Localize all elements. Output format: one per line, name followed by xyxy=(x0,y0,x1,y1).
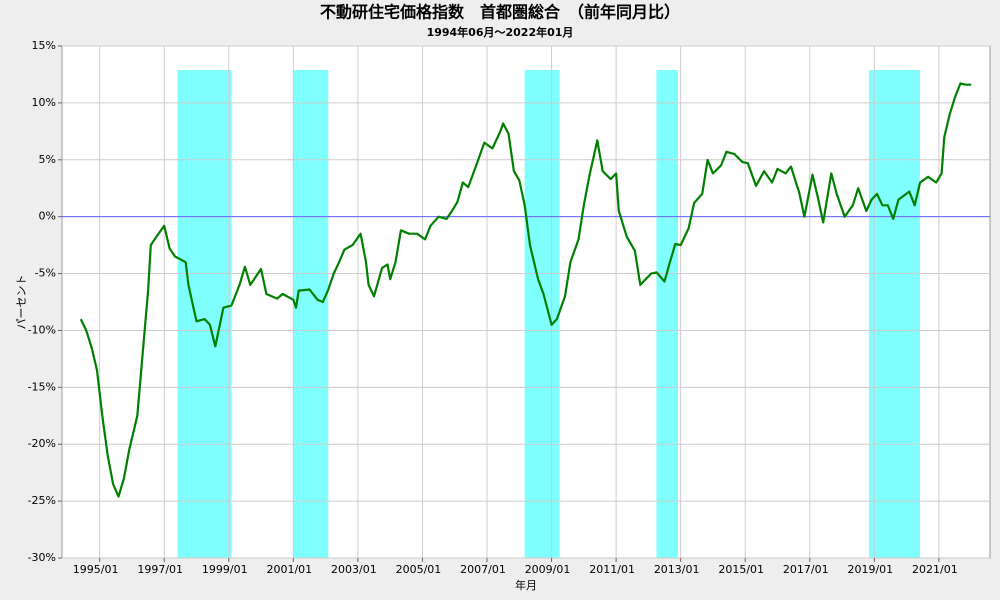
shaded-period xyxy=(177,70,232,558)
shaded-period xyxy=(524,70,560,558)
x-tick-label: 2019/01 xyxy=(847,563,893,576)
x-tick-label: 2003/01 xyxy=(331,563,377,576)
x-tick-label: 2015/01 xyxy=(718,563,764,576)
chart-title: 不動研住宅価格指数 首都圏総合 （前年同月比） xyxy=(320,3,680,22)
y-tick-label: -20% xyxy=(28,437,56,450)
x-tick-label: 2017/01 xyxy=(783,563,829,576)
y-tick-label: -25% xyxy=(28,494,56,507)
y-tick-label: -15% xyxy=(28,380,56,393)
x-tick-label: 1999/01 xyxy=(202,563,248,576)
x-tick-label: 1995/01 xyxy=(73,563,119,576)
y-axis-label: パーセント xyxy=(15,275,28,330)
y-tick-label: 5% xyxy=(39,153,56,166)
shaded-period xyxy=(656,70,678,558)
x-tick-label: 2021/01 xyxy=(912,563,958,576)
y-tick-label: -5% xyxy=(35,267,56,280)
y-tick-label: 0% xyxy=(39,210,56,223)
x-tick-label: 2009/01 xyxy=(525,563,571,576)
x-tick-label: 2011/01 xyxy=(589,563,635,576)
shaded-period xyxy=(293,70,329,558)
chart-subtitle: 1994年06月～2022年01月 xyxy=(427,25,574,39)
y-tick-label: -10% xyxy=(28,323,56,336)
x-tick-label: 1997/01 xyxy=(137,563,183,576)
y-tick-label: 10% xyxy=(32,96,56,109)
x-tick-label: 2001/01 xyxy=(266,563,312,576)
data-line xyxy=(79,82,972,498)
shaded-period xyxy=(868,70,921,558)
x-axis-label: 年月 xyxy=(515,578,537,592)
x-tick-label: 2005/01 xyxy=(396,563,442,576)
x-tick-label: 2013/01 xyxy=(654,563,700,576)
x-tick-label: 2007/01 xyxy=(460,563,506,576)
y-tick-label: 15% xyxy=(32,39,56,52)
y-tick-label: -30% xyxy=(28,551,56,564)
